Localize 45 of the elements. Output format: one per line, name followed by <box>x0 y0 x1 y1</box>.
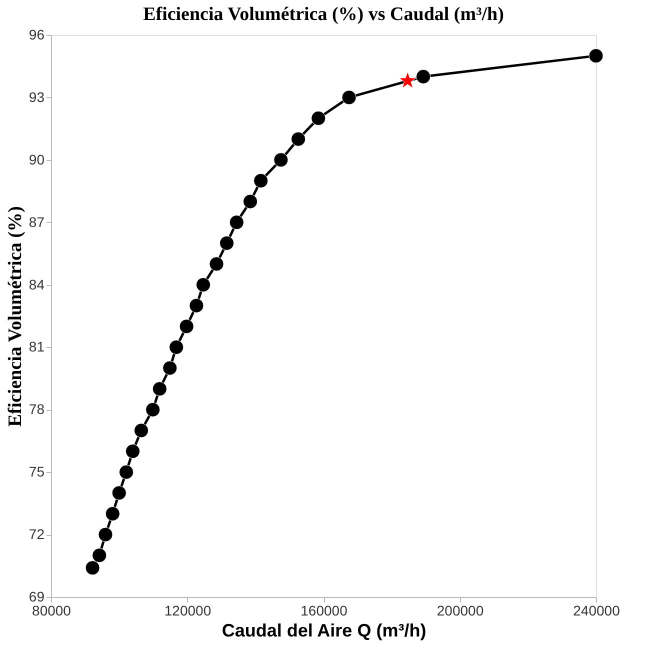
y-tick-label: 75 <box>28 464 45 480</box>
x-tick-label: 120000 <box>164 602 212 618</box>
point <box>242 194 258 209</box>
point <box>98 527 113 542</box>
point <box>189 298 204 313</box>
point <box>290 132 306 146</box>
y-tick-label: 93 <box>28 88 45 105</box>
x-tick-label: 200000 <box>436 602 484 618</box>
y-tick-label: 87 <box>28 214 45 230</box>
point <box>229 215 244 230</box>
point <box>105 506 120 522</box>
point <box>196 277 211 292</box>
y-tick-label: 90 <box>28 151 45 168</box>
point <box>416 69 431 84</box>
point <box>85 560 100 576</box>
y-tick-label: 96 <box>28 26 45 42</box>
y-tick-label: 69 <box>28 588 45 604</box>
point <box>118 464 134 480</box>
y-tick-label: 72 <box>28 526 45 542</box>
point <box>342 90 356 105</box>
y-axis-title: Eficiencia Volumétrica (%) <box>4 206 26 427</box>
point <box>134 423 149 438</box>
y-tick-label: 84 <box>28 276 45 292</box>
x-tick-label: 80000 <box>32 602 72 618</box>
y-tick-label: 81 <box>28 338 45 355</box>
point <box>209 256 224 272</box>
point <box>146 402 160 417</box>
point <box>112 486 126 500</box>
point <box>311 110 326 126</box>
chart-title: Eficiencia Volumétrica (%) vs Caudal (m³/h) <box>143 4 504 25</box>
point <box>152 382 167 396</box>
point <box>274 152 288 168</box>
point <box>92 548 107 563</box>
y-tick-label: 78 <box>28 401 45 418</box>
x-axis-title: Caudal del Aire Q (m³/h) <box>222 620 426 640</box>
point <box>254 173 268 188</box>
point <box>125 444 140 459</box>
point <box>219 236 234 250</box>
x-tick-label: 160000 <box>300 602 348 618</box>
point <box>162 360 178 376</box>
point <box>169 340 184 355</box>
point <box>179 319 194 334</box>
point <box>588 48 604 64</box>
point <box>398 72 416 88</box>
x-tick-label: 240000 <box>573 602 620 618</box>
